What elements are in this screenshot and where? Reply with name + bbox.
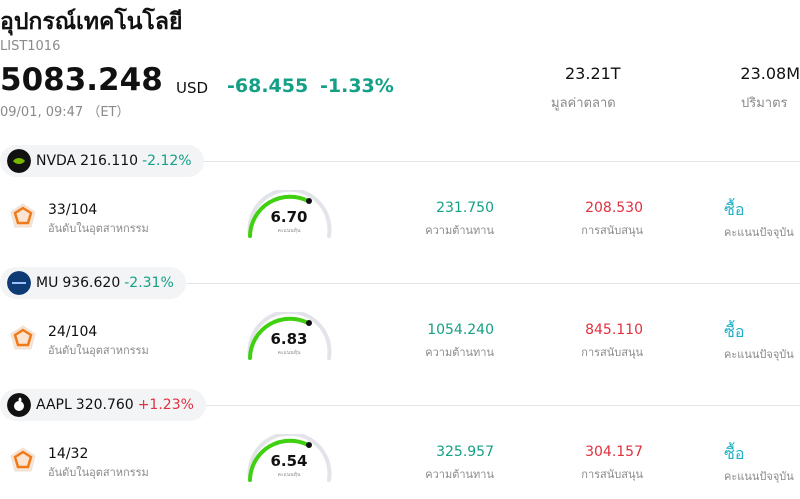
change-pct: -1.33%	[320, 75, 394, 97]
logo	[7, 393, 31, 417]
price: 320.760	[75, 397, 134, 413]
rank: 24/104	[48, 324, 98, 340]
score: 6.70	[270, 208, 308, 226]
stock-pill[interactable]: MU 936.620 -2.31%	[0, 267, 186, 299]
divider	[203, 161, 800, 162]
rank-label: อันดับในอุตสาหกรรม	[48, 222, 149, 235]
resistance: 1054.240	[427, 322, 494, 338]
logo	[7, 271, 31, 295]
support: 845.110	[585, 322, 643, 338]
title: อุปกรณ์เทคโนโลยี	[0, 9, 183, 35]
change: -68.455	[227, 75, 309, 97]
score-label: คะแนนหุ้น	[277, 350, 301, 356]
change-pct: +1.23%	[137, 397, 194, 413]
divider	[205, 405, 800, 406]
score: 6.83	[270, 330, 308, 348]
rating-label: คะแนนปัจจุบัน	[724, 348, 794, 361]
resistance-label: ความต้านทาน	[425, 346, 494, 359]
price: 936.620	[62, 275, 121, 291]
rank-label: อันดับในอุตสาหกรรม	[48, 466, 149, 479]
stock-pill[interactable]: AAPL 320.760 +1.23%	[0, 389, 206, 421]
resistance: 231.750	[436, 200, 494, 216]
price: 5083.248	[0, 62, 163, 98]
symbol: MU	[36, 275, 59, 291]
support: 304.157	[585, 444, 643, 460]
rank: 14/32	[48, 446, 89, 462]
score-label: คะแนนหุ้น	[277, 472, 301, 478]
resistance: 325.957	[436, 444, 494, 460]
market-cap-label: มูลค่าตลาด	[551, 96, 616, 111]
symbol: NVDA	[36, 153, 77, 169]
logo	[7, 149, 31, 173]
volume-label: ปริมาตร	[741, 96, 788, 111]
support-label: การสนับสนุน	[581, 346, 643, 359]
rank-icon	[9, 324, 37, 356]
rating: ซื้อ	[724, 444, 745, 463]
rating: ซื้อ	[724, 322, 745, 341]
rating: ซื้อ	[724, 200, 745, 219]
score: 6.54	[270, 452, 308, 470]
market-cap: 23.21T	[565, 64, 621, 83]
change-pct: -2.12%	[142, 153, 192, 169]
price: 216.110	[80, 153, 139, 169]
rank-label: อันดับในอุตสาหกรรม	[48, 344, 149, 357]
rating-label: คะแนนปัจจุบัน	[724, 470, 794, 483]
divider	[185, 283, 800, 284]
rank-icon	[9, 202, 37, 234]
resistance-label: ความต้านทาน	[425, 224, 494, 237]
datetime: 09/01, 09:47 （ET）	[0, 105, 130, 120]
currency: USD	[176, 79, 209, 97]
support-label: การสนับสนุน	[581, 468, 643, 481]
code: LIST1016	[0, 39, 61, 54]
gauge	[245, 309, 335, 366]
score-label: คะแนนหุ้น	[277, 228, 301, 234]
volume: 23.08M	[740, 64, 800, 83]
gauge	[245, 187, 335, 244]
symbol: AAPL	[36, 397, 72, 413]
rank-icon	[9, 446, 37, 478]
support-label: การสนับสนุน	[581, 224, 643, 237]
stock-pill[interactable]: NVDA 216.110 -2.12%	[0, 145, 204, 177]
support: 208.530	[585, 200, 643, 216]
rating-label: คะแนนปัจจุบัน	[724, 226, 794, 239]
resistance-label: ความต้านทาน	[425, 468, 494, 481]
change-pct: -2.31%	[124, 275, 174, 291]
gauge	[245, 431, 335, 488]
rank: 33/104	[48, 202, 98, 218]
